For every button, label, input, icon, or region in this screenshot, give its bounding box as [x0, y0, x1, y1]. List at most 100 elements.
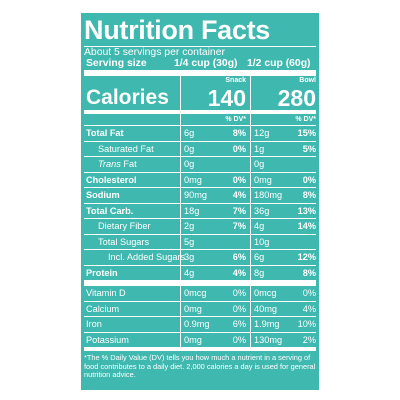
col-bowl-label: Bowl	[299, 77, 316, 84]
bowl-dv: 4%	[302, 303, 316, 314]
nutrient-row-trans-fat: Trans Fat 0g 0g	[84, 157, 316, 172]
divider-thick	[84, 110, 316, 114]
snack-amount: 6g	[184, 128, 195, 138]
nutrition-facts-label: Nutrition Facts About 5 servings per con…	[80, 12, 320, 391]
nutrient-name: Iron	[86, 319, 102, 329]
divider	[84, 46, 316, 47]
nutrient-row-potassium: Potassium 0mg 0% 130mg 2%	[84, 332, 316, 347]
nutrient-name: Incl. Added Sugars	[108, 252, 186, 262]
bowl-dv: 14%	[297, 221, 316, 231]
nutrient-name: Saturated Fat	[98, 143, 154, 154]
bowl-amount: 12g	[254, 128, 270, 138]
snack-amount: 5g	[184, 236, 195, 247]
bowl-dv: 8%	[302, 267, 316, 278]
snack-dv: 0%	[232, 143, 246, 154]
bowl-amount: 180mg	[254, 190, 283, 200]
bowl-dv: 2%	[302, 334, 316, 345]
snack-dv: 0%	[232, 303, 246, 314]
nutrient-row-saturated-fat: Saturated Fat 0g 0% 1g 5%	[84, 141, 316, 156]
snack-dv: 0%	[232, 288, 246, 298]
dv-header-row: % DV* % DV*	[84, 114, 316, 125]
snack-amount: 18g	[184, 205, 200, 216]
nutrient-name: Dietary Fiber	[98, 221, 151, 231]
column-header-row: Snack Bowl	[84, 76, 316, 86]
snack-dv: 6%	[232, 319, 246, 329]
bowl-amount: 10g	[254, 236, 270, 247]
snack-amount: 0mg	[184, 303, 202, 314]
divider-thick	[84, 280, 316, 286]
bowl-dv: 15%	[297, 128, 316, 138]
nutrient-name: Calcium	[86, 303, 120, 314]
nutrient-name: Total Carb.	[86, 205, 134, 216]
nutrient-row-total-carb: Total Carb. 18g 7% 36g 13%	[84, 203, 316, 218]
nutrient-name: Total Sugars	[98, 236, 150, 247]
calories-row: Calories 140 280	[84, 86, 316, 110]
snack-amount: 0mcg	[184, 288, 207, 298]
nutrient-name: Cholesterol	[86, 174, 137, 185]
snack-amount: 3g	[184, 252, 195, 262]
nutrient-row-calcium: Calcium 0mg 0% 40mg 4%	[84, 301, 316, 316]
label-title: Nutrition Facts	[84, 15, 271, 45]
nutrient-name: Potassium	[86, 334, 129, 345]
snack-amount: 4g	[184, 267, 195, 278]
snack-dv: 6%	[232, 252, 246, 262]
snack-amount: 0g	[184, 143, 195, 154]
divider-thick	[84, 70, 316, 76]
bowl-amount: 40mg	[254, 303, 277, 314]
bowl-dv: 5%	[302, 143, 316, 154]
nutrient-row-added-sugars: Incl. Added Sugars 3g 6% 6g 12%	[84, 250, 316, 265]
bowl-amount: 0mcg	[254, 288, 277, 298]
snack-amount: 0.9mg	[184, 319, 210, 329]
bowl-dv: 13%	[297, 205, 316, 216]
snack-amount: 0mg	[184, 334, 202, 345]
footnote: *The % Daily Value (DV) tells you how mu…	[84, 353, 316, 380]
calories-bowl: 280	[277, 85, 316, 111]
nutrient-row-dietary-fiber: Dietary Fiber 2g 7% 4g 14%	[84, 219, 316, 234]
serving-size-snack: 1/4 cup (30g)	[174, 58, 238, 69]
calories-label: Calories	[86, 86, 169, 109]
serving-size-row: Serving size 1/4 cup (30g) 1/2 cup (60g)	[84, 58, 316, 70]
nutrient-name: Protein	[86, 267, 118, 278]
bowl-dv: 0%	[302, 174, 316, 185]
nutrient-row-sodium: Sodium 90mg 4% 180mg 8%	[84, 188, 316, 203]
snack-dv: 0%	[232, 174, 246, 185]
snack-dv: 4%	[232, 267, 246, 278]
bowl-dv: 8%	[302, 190, 316, 200]
dv-header-snack: % DV*	[225, 116, 246, 123]
nutrient-name: Vitamin D	[86, 288, 126, 298]
bowl-amount: 36g	[254, 205, 270, 216]
nutrient-row-vitamin-d: Vitamin D 0mcg 0% 0mcg 0%	[84, 286, 316, 301]
bowl-dv: 10%	[297, 319, 316, 329]
snack-amount: 2g	[184, 221, 195, 231]
nutrient-row-protein: Protein 4g 4% 8g 8%	[84, 265, 316, 280]
serving-size-label: Serving size	[86, 58, 147, 69]
snack-dv: 0%	[232, 334, 246, 345]
divider-thick	[84, 347, 316, 351]
nutrient-row-cholesterol: Cholesterol 0mg 0% 0mg 0%	[84, 172, 316, 187]
bowl-amount: 0g	[254, 159, 265, 169]
nutrient-row-total-sugars: Total Sugars 5g 10g	[84, 234, 316, 249]
serving-size-bowl: 1/2 cup (60g)	[247, 58, 311, 69]
trans-suffix: Fat	[120, 159, 137, 169]
bowl-amount: 130mg	[254, 334, 283, 345]
nutrient-name: Trans Fat	[86, 157, 137, 172]
trans-prefix: Trans	[98, 159, 121, 169]
col-snack-label: Snack	[225, 77, 246, 84]
snack-dv: 7%	[232, 205, 246, 216]
dv-header-bowl: % DV*	[295, 116, 316, 123]
nutrient-name: Total Fat	[86, 128, 124, 138]
bowl-amount: 8g	[254, 267, 265, 278]
bowl-amount: 6g	[254, 252, 265, 262]
snack-dv: 4%	[232, 190, 246, 200]
snack-amount: 0g	[184, 159, 195, 169]
snack-amount: 0mg	[184, 174, 202, 185]
bowl-amount: 1.9mg	[254, 319, 280, 329]
snack-dv: 7%	[232, 221, 246, 231]
nutrient-row-total-fat: Total Fat 6g 8% 12g 15%	[84, 126, 316, 141]
bowl-dv: 0%	[302, 288, 316, 298]
snack-dv: 8%	[232, 128, 246, 138]
bowl-amount: 1g	[254, 143, 265, 154]
snack-amount: 90mg	[184, 190, 207, 200]
servings-per-container: About 5 servings per container	[84, 47, 225, 58]
nutrient-row-iron: Iron 0.9mg 6% 1.9mg 10%	[84, 317, 316, 332]
